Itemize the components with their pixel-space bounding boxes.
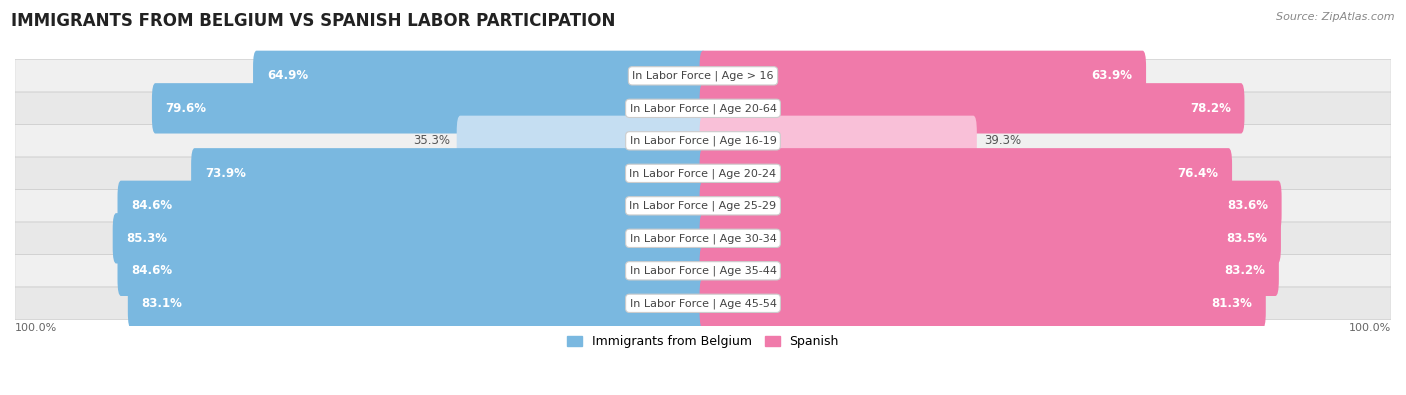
FancyBboxPatch shape <box>700 116 977 166</box>
Text: 73.9%: 73.9% <box>205 167 246 180</box>
FancyBboxPatch shape <box>700 83 1244 134</box>
Text: Source: ZipAtlas.com: Source: ZipAtlas.com <box>1277 12 1395 22</box>
FancyBboxPatch shape <box>191 148 706 199</box>
Text: 83.1%: 83.1% <box>142 297 183 310</box>
Text: In Labor Force | Age 16-19: In Labor Force | Age 16-19 <box>630 135 776 146</box>
Text: 83.2%: 83.2% <box>1225 264 1265 277</box>
FancyBboxPatch shape <box>700 51 1146 101</box>
Text: 35.3%: 35.3% <box>413 134 450 147</box>
Text: In Labor Force | Age > 16: In Labor Force | Age > 16 <box>633 71 773 81</box>
Text: 79.6%: 79.6% <box>166 102 207 115</box>
Text: 78.2%: 78.2% <box>1189 102 1230 115</box>
FancyBboxPatch shape <box>700 246 1279 296</box>
Text: 76.4%: 76.4% <box>1177 167 1219 180</box>
Text: 85.3%: 85.3% <box>127 232 167 245</box>
FancyBboxPatch shape <box>15 287 1391 320</box>
Text: In Labor Force | Age 30-34: In Labor Force | Age 30-34 <box>630 233 776 244</box>
FancyBboxPatch shape <box>118 181 706 231</box>
FancyBboxPatch shape <box>700 213 1281 263</box>
Text: In Labor Force | Age 45-54: In Labor Force | Age 45-54 <box>630 298 776 308</box>
Text: In Labor Force | Age 20-24: In Labor Force | Age 20-24 <box>630 168 776 179</box>
Text: 84.6%: 84.6% <box>131 264 173 277</box>
Text: 100.0%: 100.0% <box>1348 323 1391 333</box>
Text: 83.5%: 83.5% <box>1226 232 1267 245</box>
FancyBboxPatch shape <box>118 246 706 296</box>
FancyBboxPatch shape <box>15 254 1391 287</box>
Text: 84.6%: 84.6% <box>131 199 173 213</box>
Text: In Labor Force | Age 35-44: In Labor Force | Age 35-44 <box>630 265 776 276</box>
Text: 64.9%: 64.9% <box>267 70 308 82</box>
FancyBboxPatch shape <box>128 278 706 329</box>
FancyBboxPatch shape <box>152 83 706 134</box>
Text: 83.6%: 83.6% <box>1227 199 1268 213</box>
FancyBboxPatch shape <box>15 222 1391 254</box>
Text: 39.3%: 39.3% <box>984 134 1021 147</box>
FancyBboxPatch shape <box>15 157 1391 190</box>
Text: 81.3%: 81.3% <box>1211 297 1251 310</box>
FancyBboxPatch shape <box>15 92 1391 124</box>
FancyBboxPatch shape <box>457 116 706 166</box>
Text: In Labor Force | Age 20-64: In Labor Force | Age 20-64 <box>630 103 776 114</box>
Legend: Immigrants from Belgium, Spanish: Immigrants from Belgium, Spanish <box>562 330 844 354</box>
FancyBboxPatch shape <box>15 124 1391 157</box>
FancyBboxPatch shape <box>700 181 1282 231</box>
FancyBboxPatch shape <box>253 51 706 101</box>
FancyBboxPatch shape <box>15 190 1391 222</box>
FancyBboxPatch shape <box>15 60 1391 92</box>
Text: 100.0%: 100.0% <box>15 323 58 333</box>
Text: IMMIGRANTS FROM BELGIUM VS SPANISH LABOR PARTICIPATION: IMMIGRANTS FROM BELGIUM VS SPANISH LABOR… <box>11 12 616 30</box>
FancyBboxPatch shape <box>700 278 1265 329</box>
FancyBboxPatch shape <box>112 213 706 263</box>
Text: 63.9%: 63.9% <box>1091 70 1132 82</box>
Text: In Labor Force | Age 25-29: In Labor Force | Age 25-29 <box>630 201 776 211</box>
FancyBboxPatch shape <box>700 148 1232 199</box>
